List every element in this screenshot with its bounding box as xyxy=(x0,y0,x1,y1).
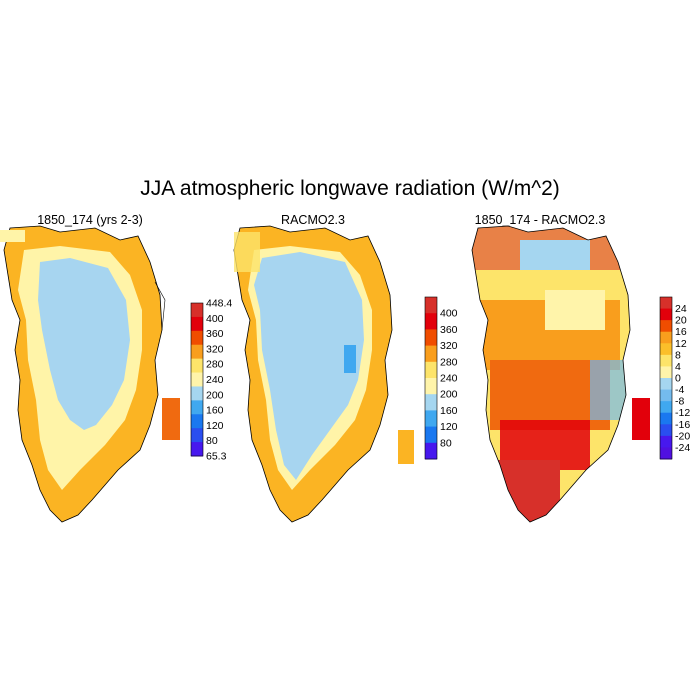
panel-title-difference: 1850_174 - RACMO2.3 xyxy=(474,213,606,227)
colorbar-swatch xyxy=(660,297,672,310)
colorbar-tick-label: 280 xyxy=(440,356,458,368)
colorbar-swatch xyxy=(425,329,437,347)
colorbar-swatch xyxy=(425,426,437,444)
colorbar-tick-label: 0 xyxy=(675,373,681,385)
colorbar-swatch xyxy=(425,442,437,460)
colorbar-swatch xyxy=(660,389,672,402)
colorbar-tick-label: 160 xyxy=(440,405,458,417)
colorbar-swatch xyxy=(191,330,203,346)
colorbar-swatch xyxy=(425,361,437,379)
colorbar-tick-label: 12 xyxy=(675,338,687,350)
colorbar-swatch xyxy=(660,366,672,379)
colorbar-swatch xyxy=(191,358,203,374)
colorbar-swatch xyxy=(660,378,672,391)
colorbar-tick-label: -20 xyxy=(675,430,690,442)
colorbar-swatch xyxy=(660,401,672,414)
colorbar-swatch xyxy=(660,343,672,356)
colorbar-tick-label: 200 xyxy=(206,389,224,401)
colorbar-tick-label: 280 xyxy=(206,359,224,371)
colorbar-tick-label: -8 xyxy=(675,396,684,408)
colorbar-swatch xyxy=(660,424,672,437)
colorbar-tick-label: 320 xyxy=(440,340,458,352)
colorbar-tick-label: 200 xyxy=(440,389,458,401)
colorbar-racmo: 400 360 320 280 240 200 160 120 80 xyxy=(424,296,458,460)
colorbar-tick-label: 160 xyxy=(206,405,224,417)
colorbar-swatch xyxy=(191,344,203,360)
colorbar-swatch xyxy=(425,410,437,428)
colorbar-tick-label: 360 xyxy=(206,328,224,340)
colorbar-swatch xyxy=(191,414,203,429)
panel-title-racmo: RACMO2.3 xyxy=(281,213,345,227)
east-island xyxy=(162,398,180,440)
map-panel-model xyxy=(0,225,180,523)
colorbar-tick-label: 400 xyxy=(440,308,458,320)
colorbar-swatch xyxy=(425,378,437,395)
colorbar-tick-label: 320 xyxy=(206,343,224,355)
colorbar-swatch xyxy=(191,372,203,387)
colorbar-tick-label: 400 xyxy=(206,313,224,325)
map-panel-difference xyxy=(471,225,650,523)
colorbar-tick-label: 4 xyxy=(675,361,681,373)
colorbar-tick-label: -16 xyxy=(675,419,690,431)
colorbar-tick-label: 240 xyxy=(206,374,224,386)
colorbar-tick-label: 360 xyxy=(440,324,458,336)
colorbar-tick-label: 448.4 xyxy=(206,298,232,310)
colorbar-swatch xyxy=(425,394,437,411)
colorbar-tick-label: 120 xyxy=(440,421,458,433)
colorbar-tick-label: 16 xyxy=(675,326,687,338)
panel-title-model: 1850_174 (yrs 2-3) xyxy=(37,213,143,227)
interior-region xyxy=(38,258,130,430)
colorbar-swatch xyxy=(425,297,437,314)
colorbar-model: 448.4 400 360 320 280 240 200 160 120 80 65.3 xyxy=(190,298,232,463)
colorbar-swatch xyxy=(660,331,672,344)
colorbar-tick-label: 8 xyxy=(675,349,681,361)
colorbar-tick-label: 120 xyxy=(206,420,224,432)
colorbar-swatch xyxy=(191,316,203,332)
colorbar-swatch xyxy=(660,412,672,425)
anomaly-cell xyxy=(344,345,356,373)
colorbar-tick-label: 24 xyxy=(675,303,687,315)
colorbar-swatch xyxy=(425,345,437,363)
colorbar-swatch xyxy=(660,320,672,333)
colorbar-swatch xyxy=(425,313,437,330)
colorbar-swatch xyxy=(660,308,672,321)
colorbar-tick-label: -24 xyxy=(675,442,690,454)
colorbar-swatch xyxy=(660,354,672,367)
colorbar-tick-label: -4 xyxy=(675,384,684,396)
colorbar-swatch xyxy=(191,442,203,457)
colorbar-tick-label: 80 xyxy=(206,435,218,447)
colorbar-swatch xyxy=(191,400,203,415)
colorbar-tick-label: 80 xyxy=(440,437,452,449)
colorbar-swatch xyxy=(191,428,203,443)
colorbar-tick-label: 240 xyxy=(440,373,458,385)
colorbar-tick-label: 65.3 xyxy=(206,451,227,463)
colorbar-tick-label: -12 xyxy=(675,407,690,419)
figure-title: JJA atmospheric longwave radiation (W/m^… xyxy=(140,177,560,200)
colorbar-swatch xyxy=(191,303,203,318)
map-panel-racmo xyxy=(233,225,414,523)
colorbar-swatch xyxy=(191,386,203,401)
colorbar-swatch xyxy=(660,447,672,460)
colorbar-tick-label: 20 xyxy=(675,315,687,327)
colorbar-swatch xyxy=(660,435,672,448)
